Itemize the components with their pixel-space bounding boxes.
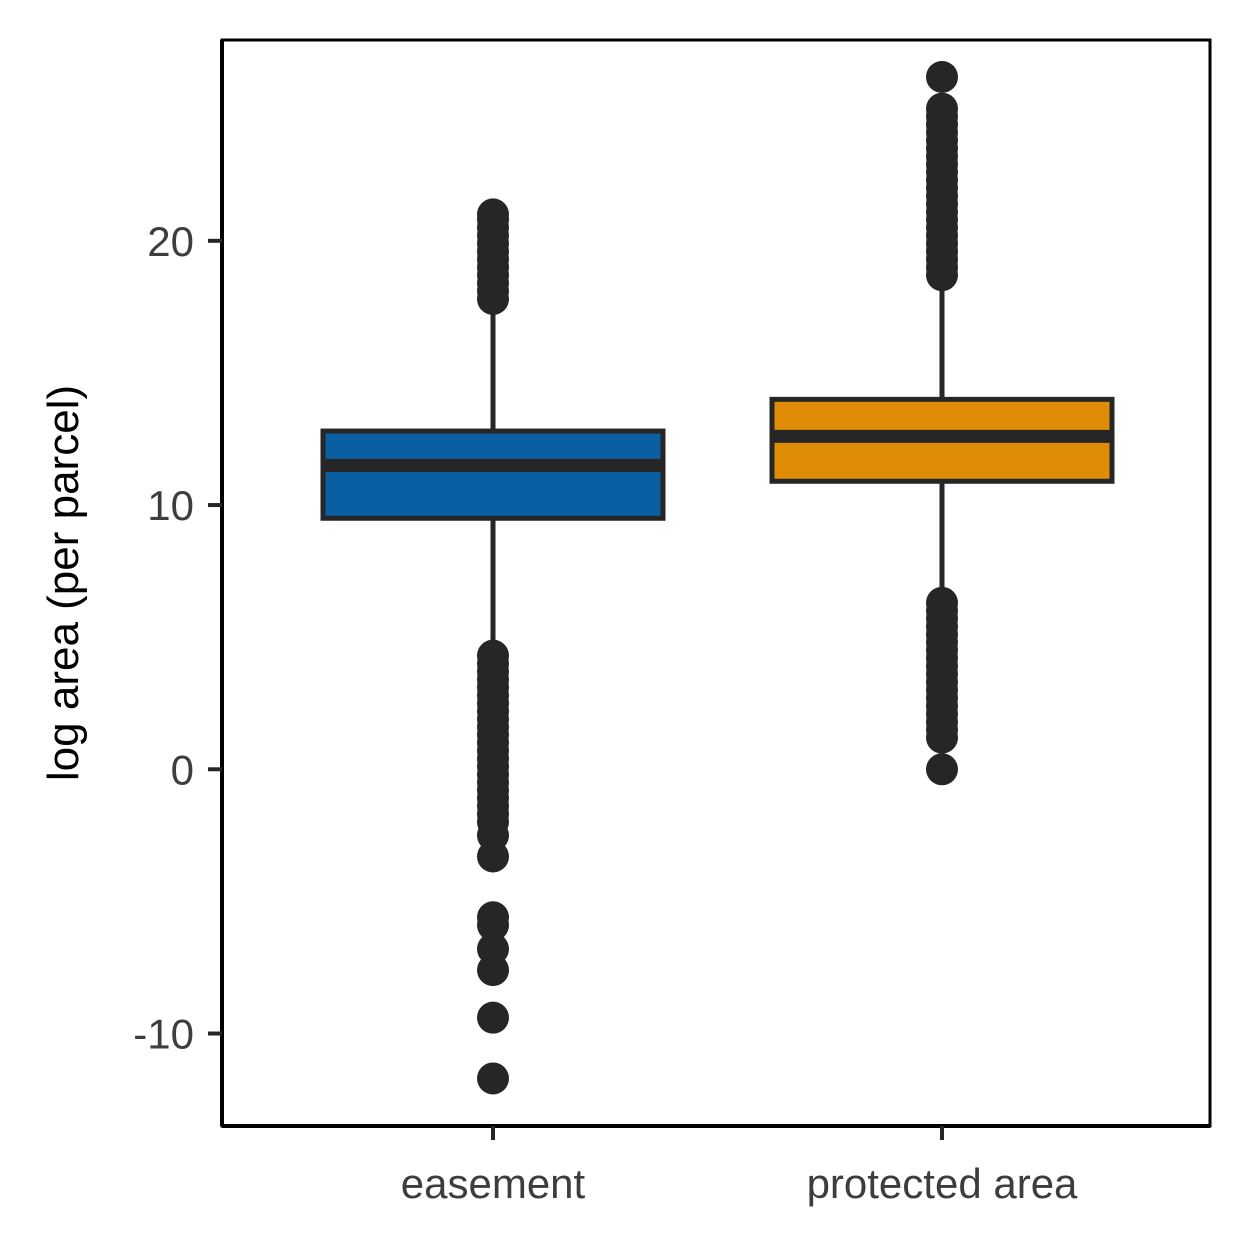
outlier-point — [926, 753, 958, 786]
y-tick-label: 10 — [147, 482, 194, 529]
outlier-point — [477, 840, 509, 873]
y-tick-label: -10 — [133, 1011, 194, 1058]
y-tick-label: 0 — [171, 746, 194, 793]
y-axis-title: log area (per parcel) — [39, 385, 88, 781]
boxes-layer — [320, 60, 1115, 1095]
outlier-point — [926, 60, 958, 93]
box-group-1 — [769, 60, 1115, 786]
x-tick-label: easement — [401, 1160, 586, 1207]
axes-layer: -10 0 10 20 easement protected area — [133, 38, 1212, 1207]
outlier-point — [477, 909, 509, 942]
y-tick-label: 20 — [147, 218, 194, 265]
panel-border — [220, 38, 1212, 1128]
outlier-point — [926, 259, 958, 292]
outlier-point — [477, 1001, 509, 1034]
outlier-point — [926, 721, 958, 754]
box-group-0 — [320, 198, 666, 1095]
x-tick-label: protected area — [807, 1160, 1078, 1207]
outlier-point — [477, 1062, 509, 1095]
box-iqr — [320, 428, 666, 521]
outlier-point — [477, 282, 509, 315]
outlier-point — [477, 954, 509, 987]
